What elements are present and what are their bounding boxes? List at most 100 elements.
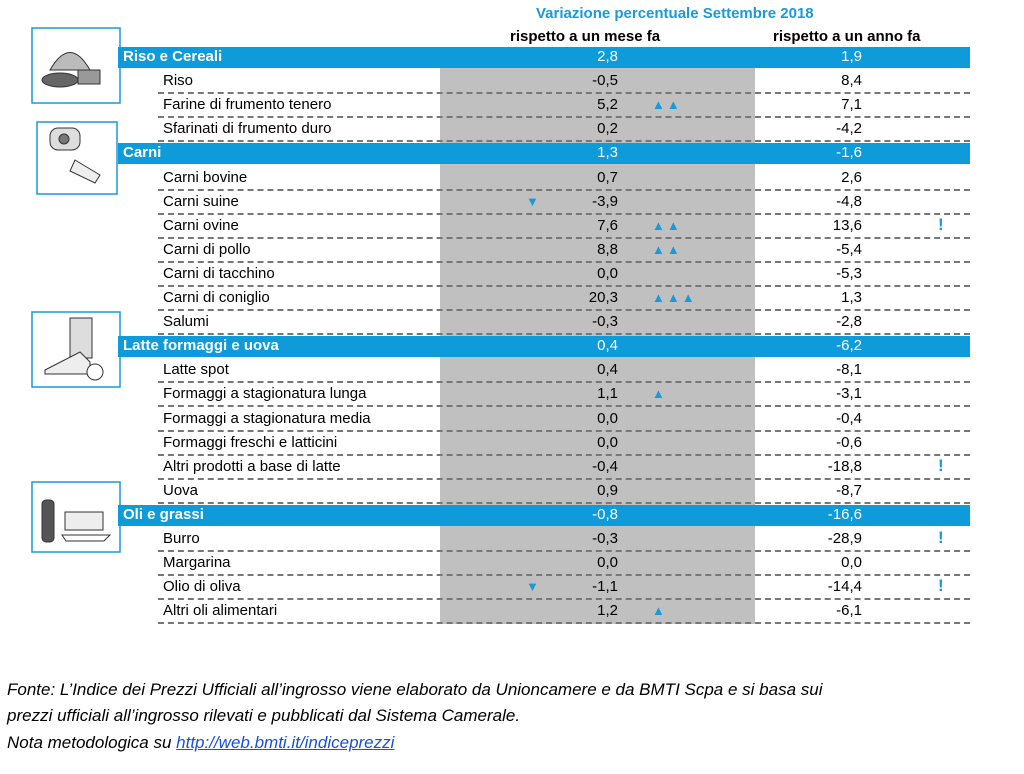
- row-separator: [158, 92, 970, 95]
- item-month: 1,2: [597, 602, 618, 620]
- item-name: Farine di frumento tenero: [163, 96, 332, 114]
- group-month: -0,8: [592, 505, 618, 523]
- item-year: -5,3: [836, 264, 862, 282]
- item-year: -8,1: [836, 361, 862, 379]
- item-year: 1,3: [841, 289, 862, 306]
- item-year: -14,4: [827, 578, 862, 596]
- trend-arrow: ▼: [526, 579, 541, 595]
- item-month: 5,2: [597, 96, 618, 114]
- footer-line: prezzi ufficiali all’ingrosso rilevati e…: [7, 706, 521, 725]
- row-separator: [158, 429, 970, 432]
- item-month: -0,5: [592, 72, 618, 90]
- item-year: 13,6: [832, 216, 862, 234]
- item-month: 0,0: [597, 433, 618, 451]
- group-name: Riso e Cereali: [123, 48, 223, 65]
- item-month: -0,3: [592, 530, 618, 547]
- group-month: 1,3: [597, 144, 618, 162]
- alert-mark: !: [938, 576, 944, 596]
- item-name: Formaggi a stagionatura media: [163, 409, 371, 427]
- item-month: 0,0: [597, 264, 618, 282]
- item-month: 0,4: [597, 361, 618, 379]
- trend-arrow: ▲▲▲: [652, 290, 697, 305]
- group-band: [118, 47, 970, 68]
- item-name: Olio di oliva: [163, 578, 241, 596]
- item-name: Burro: [163, 530, 200, 547]
- item-year: -0,6: [836, 433, 862, 451]
- row-separator: [158, 574, 970, 577]
- group-name: Latte formaggi e uova: [123, 337, 279, 355]
- item-month: 20,3: [588, 289, 618, 306]
- item-month: -0,4: [592, 457, 618, 475]
- item-name: Uova: [163, 481, 199, 499]
- item-month: 0,7: [597, 168, 618, 186]
- item-name: Carni di pollo: [163, 240, 251, 258]
- row-separator: [158, 236, 970, 239]
- item-year: -18,8: [827, 457, 862, 475]
- row-separator: [158, 477, 970, 480]
- item-month: 1,1: [597, 385, 618, 403]
- group-year: -6,2: [836, 337, 862, 355]
- group-month: 0,4: [597, 337, 618, 355]
- alert-mark: !: [938, 528, 944, 547]
- item-month: -0,3: [592, 313, 618, 331]
- group-band: [118, 504, 970, 526]
- group-year: 1,9: [841, 48, 862, 65]
- item-name: Formaggi a stagionatura lunga: [163, 385, 367, 403]
- row-separator: [158, 550, 970, 552]
- group-year: -1,6: [836, 144, 862, 162]
- row-separator: [158, 381, 970, 384]
- trend-arrow: ▲: [652, 386, 667, 402]
- row-separator: [158, 188, 970, 191]
- row-separator: [158, 140, 970, 143]
- trend-arrow: ▲▲: [652, 241, 682, 257]
- item-year: -5,4: [836, 240, 862, 258]
- group-month: 2,8: [597, 48, 618, 65]
- item-name: Sfarinati di frumento duro: [163, 120, 332, 138]
- footer-line: Fonte: L’Indice dei Prezzi Ufficiali all…: [7, 680, 823, 699]
- alert-mark: !: [938, 455, 944, 475]
- row-separator: [158, 598, 970, 601]
- item-month: -3,9: [592, 192, 618, 210]
- table-title: Variazione percentuale Settembre 2018: [536, 5, 814, 22]
- category-icons: [31, 27, 121, 553]
- note-prefix: Nota metodologica su: [7, 733, 177, 752]
- item-name: Formaggi freschi e latticini: [163, 433, 338, 451]
- item-year: -4,2: [836, 120, 862, 138]
- alert-mark: !: [938, 214, 944, 234]
- item-year: 8,4: [841, 72, 862, 90]
- item-year: -4,8: [836, 192, 862, 210]
- trend-arrow: ▼: [526, 193, 541, 209]
- row-separator: [158, 116, 970, 119]
- item-year: -6,1: [836, 602, 862, 620]
- row-separator: [158, 212, 970, 215]
- item-name: Salumi: [163, 313, 209, 331]
- item-name: Carni bovine: [163, 168, 248, 186]
- row-separator: [158, 405, 970, 408]
- link[interactable]: http://web.bmti.it/indiceprezzi: [176, 733, 395, 752]
- group-band: [118, 336, 970, 358]
- item-month: -1,1: [592, 578, 618, 596]
- row-separator: [158, 260, 970, 263]
- group-band: [118, 143, 970, 165]
- row-separator: [158, 501, 970, 504]
- item-name: Altri prodotti a base di latte: [163, 457, 341, 475]
- item-month: 7,6: [597, 216, 618, 234]
- item-name: Carni ovine: [163, 216, 239, 234]
- item-name: Margarina: [163, 554, 231, 572]
- column-header: rispetto a un mese fa: [510, 28, 661, 45]
- group-name: Carni: [123, 144, 162, 162]
- item-year: 0,0: [841, 554, 862, 572]
- row-separator: [158, 333, 970, 336]
- trend-arrow: ▲: [652, 603, 667, 619]
- column-header: rispetto a un anno fa: [773, 28, 921, 45]
- item-name: Carni suine: [163, 192, 239, 210]
- item-month: 0,0: [597, 554, 618, 572]
- item-year: -0,4: [836, 409, 862, 427]
- row-separator: [158, 453, 970, 456]
- item-month: 8,8: [597, 240, 618, 258]
- row-separator: [158, 622, 970, 625]
- item-name: Altri oli alimentari: [163, 602, 278, 620]
- item-year: 7,1: [841, 96, 862, 114]
- footer-note: Nota metodologica su http://web.bmti.it/…: [7, 733, 394, 753]
